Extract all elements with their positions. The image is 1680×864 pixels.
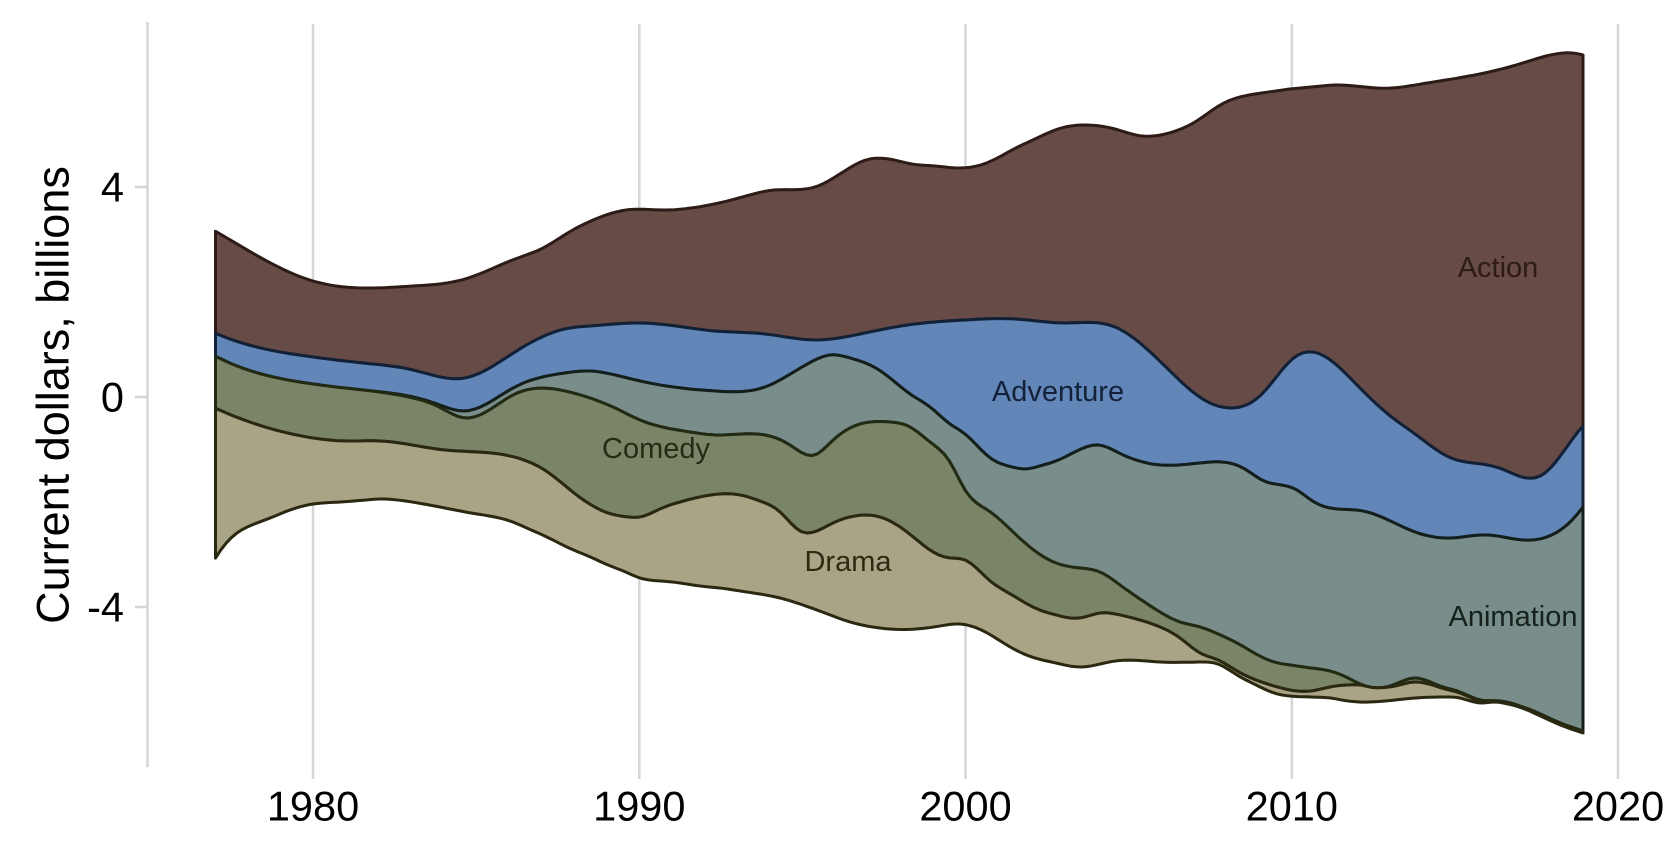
- svg-text:2020: 2020: [1572, 783, 1664, 830]
- svg-text:-4: -4: [87, 584, 124, 631]
- svg-text:1980: 1980: [267, 783, 359, 830]
- svg-text:Comedy: Comedy: [602, 433, 710, 465]
- svg-text:4: 4: [101, 164, 124, 211]
- svg-text:Drama: Drama: [804, 546, 892, 578]
- svg-text:1990: 1990: [593, 783, 685, 830]
- svg-text:Current dollars, billions: Current dollars, billions: [28, 166, 79, 624]
- svg-text:0: 0: [101, 374, 124, 421]
- svg-text:2010: 2010: [1246, 783, 1338, 830]
- svg-text:Animation: Animation: [1449, 601, 1578, 633]
- svg-text:2000: 2000: [919, 783, 1011, 830]
- svg-text:Adventure: Adventure: [992, 376, 1124, 408]
- svg-text:Action: Action: [1458, 252, 1539, 284]
